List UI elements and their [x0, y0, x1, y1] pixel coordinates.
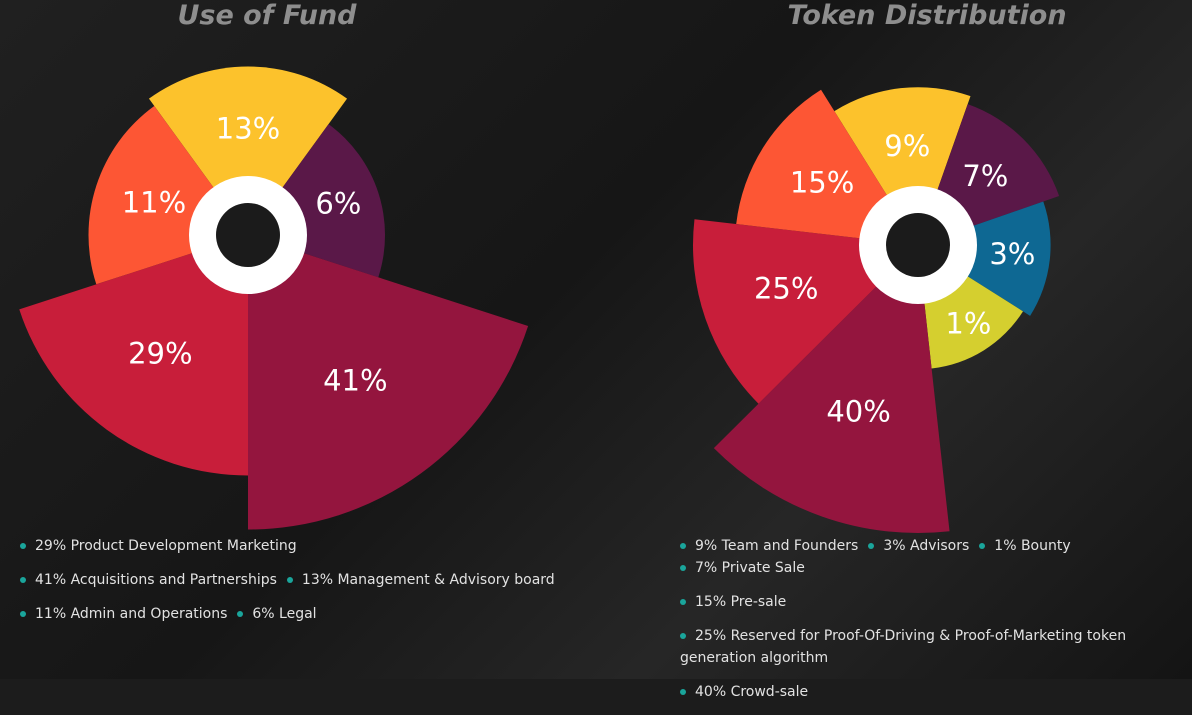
legend-dot — [868, 543, 875, 549]
legend-text: 3% Advisors — [883, 538, 970, 554]
legend-dot — [680, 565, 686, 571]
legend-text: 13% Management & Advisory board — [301, 572, 555, 588]
slice-label: 15% — [790, 165, 854, 199]
legend: 29% Product Development Marketing 41% Acq… — [20, 535, 620, 637]
legend-item: 1% Bounty — [979, 535, 1071, 557]
slice-label: 9% — [884, 129, 930, 163]
legend-dot — [237, 611, 244, 617]
legend-text: 29% Product Development Marketing — [35, 538, 297, 554]
page: Use of Fund 13% 6% 41% 29% 11% Token Distribut… — [0, 0, 1192, 700]
slice-label: 29% — [128, 337, 192, 371]
legend-item: 15% Pre-sale — [680, 591, 786, 613]
legend-text: 9% Team and Founders — [695, 538, 859, 554]
pie-slice — [918, 201, 1051, 316]
legend-row: 40% Crowd-sale — [680, 681, 1170, 703]
legend-item: 40% Crowd-sale — [680, 681, 808, 703]
legend-item: 9% Team and Founders — [680, 535, 858, 557]
pie-slice — [248, 235, 529, 530]
legend-dot — [680, 543, 686, 549]
legend-row: 29% Product Development Marketing — [20, 535, 620, 557]
slice-label: 25% — [754, 272, 818, 306]
legend-dot — [20, 611, 26, 617]
slice-label: 41% — [323, 364, 387, 398]
slice-label: 11% — [122, 185, 186, 219]
slice-label: 7% — [962, 159, 1008, 193]
legend-item: 29% Product Development Marketing — [20, 535, 297, 557]
legend-row: 15% Pre-sale — [680, 591, 1170, 613]
legend-row: 25% Reserved for Proof-Of-Driving & Proo… — [680, 625, 1170, 669]
pie-slice — [19, 235, 249, 476]
legend: 9% Team and Founders 3% Advisors 1% Bounty… — [680, 535, 1170, 715]
legend-dot — [286, 577, 293, 583]
legend-item: 3% Advisors — [868, 535, 969, 557]
pie-slice — [713, 245, 950, 533]
pie-slice — [736, 89, 918, 246]
legend-text: 1% Bounty — [994, 538, 1071, 554]
chart-title: Use of Fund — [177, 0, 357, 31]
legend-row: 11% Admin and Operations 6% Legal — [20, 603, 620, 625]
legend-row: 41% Acquisitions and Partnerships 13% Man… — [20, 569, 620, 591]
legend-dot — [979, 543, 986, 549]
legend-text: 7% Private Sale — [695, 560, 805, 576]
slice-label: 6% — [315, 187, 361, 221]
legend-item: 11% Admin and Operations — [20, 603, 227, 625]
legend-dot — [680, 633, 686, 639]
chart-title: Token Distribution — [787, 0, 1066, 31]
legend-item: 25% Reserved for Proof-Of-Driving & Proo… — [680, 625, 1160, 669]
legend-item: 13% Management & Advisory board — [286, 569, 555, 591]
legend-text: 6% Legal — [252, 606, 317, 622]
legend-item: 6% Legal — [237, 603, 317, 625]
charts: Use of Fund 13% 6% 41% 29% 11% Token Distribut… — [19, 0, 1067, 533]
legend-row: 9% Team and Founders 3% Advisors 1% Bounty… — [680, 535, 1170, 579]
legend-dot — [680, 599, 686, 605]
donut-hole — [216, 203, 280, 267]
legend-text: 40% Crowd-sale — [695, 684, 809, 700]
legend-dot — [20, 577, 26, 583]
legend-dot — [20, 543, 26, 549]
legend-item: 41% Acquisitions and Partnerships — [20, 569, 277, 591]
legend-text: 25% Reserved for Proof-Of-Driving & Proo… — [680, 628, 1127, 666]
legend-text: 15% Pre-sale — [695, 594, 787, 610]
slice-label: 3% — [989, 237, 1035, 271]
slice-label: 1% — [945, 307, 991, 341]
slice-label: 13% — [216, 112, 280, 146]
legend-text: 41% Acquisitions and Partnerships — [35, 572, 277, 588]
legend-item: 7% Private Sale — [680, 557, 805, 579]
legend-text: 11% Admin and Operations — [35, 606, 228, 622]
pie-slice — [693, 219, 918, 404]
slice-label: 40% — [826, 394, 890, 428]
donut-hole — [886, 213, 950, 277]
legend-dot — [680, 689, 686, 695]
pie-slice — [834, 87, 971, 245]
pie-slice — [148, 66, 348, 236]
